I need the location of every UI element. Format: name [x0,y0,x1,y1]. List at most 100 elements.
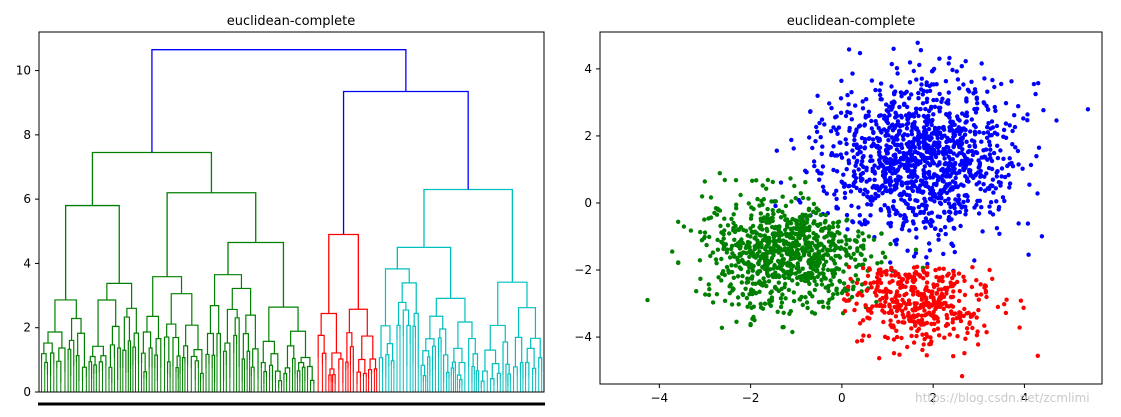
scatter-point [765,250,770,255]
scatter-point [743,245,749,251]
scatter-point [864,165,869,170]
scatter-point [813,232,819,238]
scatter-point [750,281,756,286]
scatter-point [929,104,934,110]
scatter-point [976,180,982,185]
scatter-point [911,254,917,259]
scatter-point [943,198,948,204]
scatter-point [1035,353,1041,358]
scatter-point [786,232,791,238]
scatter-point [964,119,969,124]
dendrogram-link [231,287,252,316]
scatter-point [944,312,949,318]
scatter-point [944,144,949,150]
scatter-point [909,326,914,331]
dendrogram-link [274,370,281,384]
scatter-point [890,122,895,127]
scatter-point [937,275,943,280]
y-tick-label: 0 [584,196,592,210]
scatter-point [748,288,754,293]
scatter-point [964,139,969,144]
scatter-point [923,225,928,230]
scatter-point [788,176,793,181]
scatter-point [735,295,741,300]
scatter-point [930,289,935,294]
scatter-point [922,164,927,169]
scatter-point [862,123,867,128]
scatter-point [921,219,926,225]
dendrogram-link [402,309,410,337]
scatter-point [883,188,888,193]
y-tick-label: 10 [16,64,31,78]
scatter-point [906,174,912,179]
scatter-point [721,245,727,251]
scatter-point [905,248,910,253]
dendrogram-link [380,325,391,358]
scatter-point [915,186,920,191]
scatter-point [827,101,832,106]
scatter-point [917,140,922,145]
scatter-point [963,212,968,217]
scatter-point [846,298,851,303]
scatter-point [853,103,858,108]
scatter-point [766,279,772,284]
scatter-point [843,113,849,119]
scatter-point [982,323,987,328]
scatter-point [972,107,977,112]
scatter-point [903,306,908,311]
scatter-point [929,82,934,87]
scatter-point [847,125,852,131]
scatter-point [823,276,828,281]
scatter-point [851,251,856,257]
scatter-point [889,324,894,330]
y-tick-label: 4 [23,256,31,270]
scatter-point [958,136,964,141]
scatter-point [855,158,860,163]
scatter-point [928,335,933,340]
scatter-point [882,303,887,309]
scatter-point [914,212,919,218]
scatter-point [764,220,769,225]
scatter-point [841,297,847,302]
scatter-point [871,130,876,136]
dendrogram-link [457,321,473,349]
scatter-point [935,178,941,183]
scatter-point [846,158,851,163]
scatter-point [939,168,944,173]
scatter-point [731,275,736,280]
scatter-point [943,174,949,179]
scatter-point [897,352,902,357]
dendrogram-y-axis: 0 2 4 6 8 10 [16,64,39,399]
scatter-point [757,258,762,263]
scatter-point [950,243,956,248]
scatter-point [789,235,794,240]
scatter-point [913,323,918,328]
scatter-point [900,277,906,282]
scatter-point [880,191,885,196]
scatter-point [763,235,768,240]
scatter-point [899,155,904,161]
scatter-point [877,138,882,143]
scatter-point [956,193,961,198]
dendrogram-link [172,336,180,367]
scatter-point [974,292,979,298]
scatter-point [942,162,947,167]
scatter-point [921,171,926,176]
scatter-point [780,292,785,297]
scatter-point [729,243,735,249]
scatter-point [889,162,894,168]
scatter-point [862,137,868,142]
scatter-point [1041,108,1046,113]
scatter-point [991,190,996,195]
scatter-point [841,172,846,177]
y-tick-label: 6 [23,192,31,206]
dendrogram-link [245,314,256,349]
scatter-point [964,326,970,331]
scatter-point [878,81,884,86]
scatter-point [735,241,741,246]
scatter-point [846,252,851,258]
scatter-point [924,82,929,88]
scatter-point [935,326,941,331]
scatter-point [941,266,946,271]
dendrogram-link [163,336,170,362]
